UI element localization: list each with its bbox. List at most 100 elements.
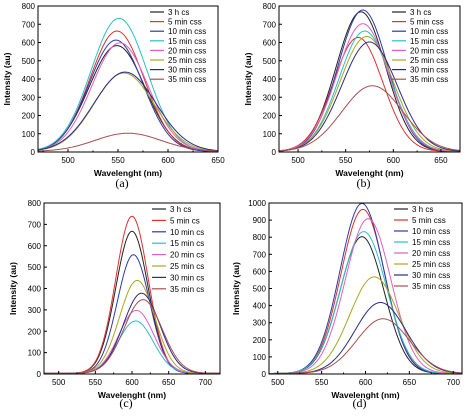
series-line-8 bbox=[38, 132, 218, 152]
series-line-4 bbox=[38, 17, 218, 152]
y-tick-label: 700 bbox=[28, 220, 42, 229]
y-tick-label: 0 bbox=[31, 148, 36, 157]
series-line-6 bbox=[44, 279, 220, 374]
chart-panel-3: 500 550 600 650 700 0 100 200 300 400 500 600 700 800… bbox=[8, 199, 221, 410]
y-tick-label: 800 bbox=[22, 2, 36, 11]
y-tick-label: 800 bbox=[263, 2, 277, 11]
y-tick-label: 600 bbox=[253, 267, 267, 276]
legend-label: 3 h cs bbox=[410, 8, 431, 17]
chart-panel-4: 500 550 600 650 700 0 100 200 300 400 500 600 700 800… bbox=[231, 199, 463, 410]
legend: 3 h cs 5 min cs 10 min cs 15 min cs 20 min c… bbox=[152, 205, 204, 294]
series-line-5 bbox=[38, 42, 218, 152]
legend-label: 30 min css bbox=[410, 66, 448, 75]
legend-label: 20 min css bbox=[168, 46, 206, 55]
legend-label: 15 min css bbox=[412, 238, 450, 247]
x-tick-label: 650 bbox=[403, 378, 417, 387]
legend-label: 5 min css bbox=[410, 18, 444, 27]
x-tick-label: 600 bbox=[359, 378, 373, 387]
chart-panel-2: 500 550 600 650 0 100 200 300 400 500 600 700 800 Wav… bbox=[243, 2, 461, 190]
x-tick-label: 650 bbox=[211, 156, 225, 165]
y-tick-label: 400 bbox=[263, 75, 277, 84]
x-tick-label: 700 bbox=[199, 378, 213, 387]
y-axis-label: Intensity (au) bbox=[8, 262, 18, 315]
legend-label: 30 min css bbox=[412, 271, 450, 280]
y-axis-label: Intensity (au) bbox=[231, 262, 241, 315]
series-line-6 bbox=[38, 72, 218, 152]
y-tick-label: 500 bbox=[253, 285, 267, 294]
x-tick-label: 600 bbox=[387, 156, 401, 165]
series-line-5 bbox=[269, 218, 462, 374]
series-line-7 bbox=[38, 71, 218, 152]
series-line-8 bbox=[269, 318, 462, 374]
y-tick-label: 900 bbox=[253, 216, 267, 225]
y-tick-label: 500 bbox=[263, 57, 277, 66]
legend-label: 25 min cs bbox=[170, 262, 204, 271]
panel-caption: (b) bbox=[357, 176, 371, 190]
y-tick-label: 0 bbox=[262, 370, 267, 379]
y-tick-label: 800 bbox=[253, 233, 267, 242]
series-line-8 bbox=[44, 299, 220, 374]
legend-label: 10 min css bbox=[410, 27, 448, 36]
legend-label: 35 min css bbox=[410, 75, 448, 84]
y-tick-label: 500 bbox=[28, 263, 42, 272]
y-tick-label: 400 bbox=[22, 75, 36, 84]
legend-label: 25 min css bbox=[168, 56, 206, 65]
series-line-7 bbox=[279, 41, 460, 152]
x-tick-label: 600 bbox=[125, 378, 139, 387]
y-tick-label: 700 bbox=[22, 20, 36, 29]
series-group bbox=[269, 203, 462, 374]
legend-label: 30 min cs bbox=[170, 273, 204, 282]
x-tick-label: 650 bbox=[434, 156, 448, 165]
y-tick-label: 100 bbox=[22, 130, 36, 139]
x-tick-label: 700 bbox=[447, 378, 461, 387]
x-tick-label: 500 bbox=[271, 378, 285, 387]
legend-label: 25 min css bbox=[410, 56, 448, 65]
x-tick-label: 550 bbox=[339, 156, 353, 165]
y-tick-label: 100 bbox=[263, 130, 277, 139]
y-axis-label: Intensity (au) bbox=[2, 52, 12, 105]
series-line-4 bbox=[269, 231, 462, 374]
legend-label: 15 min css bbox=[410, 37, 448, 46]
legend-label: 35 min css bbox=[168, 75, 206, 84]
legend-label: 3 h cs bbox=[412, 205, 433, 214]
y-tick-label: 300 bbox=[22, 93, 36, 102]
legend-label: 10 min css bbox=[412, 227, 450, 236]
legend-label: 20 min css bbox=[412, 249, 450, 258]
x-axis-label: Wavelenght (nm) bbox=[335, 168, 403, 178]
series-line-4 bbox=[44, 320, 220, 374]
y-tick-label: 100 bbox=[28, 349, 42, 358]
series-line-6 bbox=[269, 276, 462, 374]
y-tick-label: 0 bbox=[37, 370, 42, 379]
y-tick-label: 300 bbox=[28, 306, 42, 315]
x-axis-label: Wavelenght (nm) bbox=[94, 168, 162, 178]
x-tick-label: 550 bbox=[111, 156, 125, 165]
x-tick-label: 500 bbox=[291, 156, 305, 165]
y-tick-label: 300 bbox=[253, 319, 267, 328]
y-tick-label: 1000 bbox=[248, 199, 266, 208]
x-tick-label: 500 bbox=[52, 378, 66, 387]
y-tick-label: 0 bbox=[272, 148, 277, 157]
legend-label: 10 min cs bbox=[170, 228, 204, 237]
y-tick-label: 500 bbox=[22, 57, 36, 66]
panel-caption: (a) bbox=[115, 176, 128, 190]
y-tick-label: 400 bbox=[28, 285, 42, 294]
y-tick-label: 200 bbox=[22, 112, 36, 121]
y-tick-label: 400 bbox=[253, 302, 267, 311]
y-tick-label: 100 bbox=[253, 353, 267, 362]
panel-caption: (c) bbox=[119, 396, 132, 410]
y-tick-label: 200 bbox=[28, 327, 42, 336]
legend-label: 35 min cs bbox=[170, 285, 204, 294]
y-tick-label: 200 bbox=[253, 336, 267, 345]
y-tick-label: 800 bbox=[28, 199, 42, 208]
legend-label: 5 min css bbox=[168, 18, 202, 27]
x-tick-label: 550 bbox=[89, 378, 103, 387]
legend-label: 3 h cs bbox=[168, 8, 189, 17]
y-tick-label: 600 bbox=[22, 39, 36, 48]
y-tick-label: 700 bbox=[263, 20, 277, 29]
legend-label: 35 min css bbox=[412, 282, 450, 291]
legend-label: 5 min cs bbox=[170, 216, 200, 225]
x-axis-label: Wavelenght (nm) bbox=[331, 390, 399, 400]
